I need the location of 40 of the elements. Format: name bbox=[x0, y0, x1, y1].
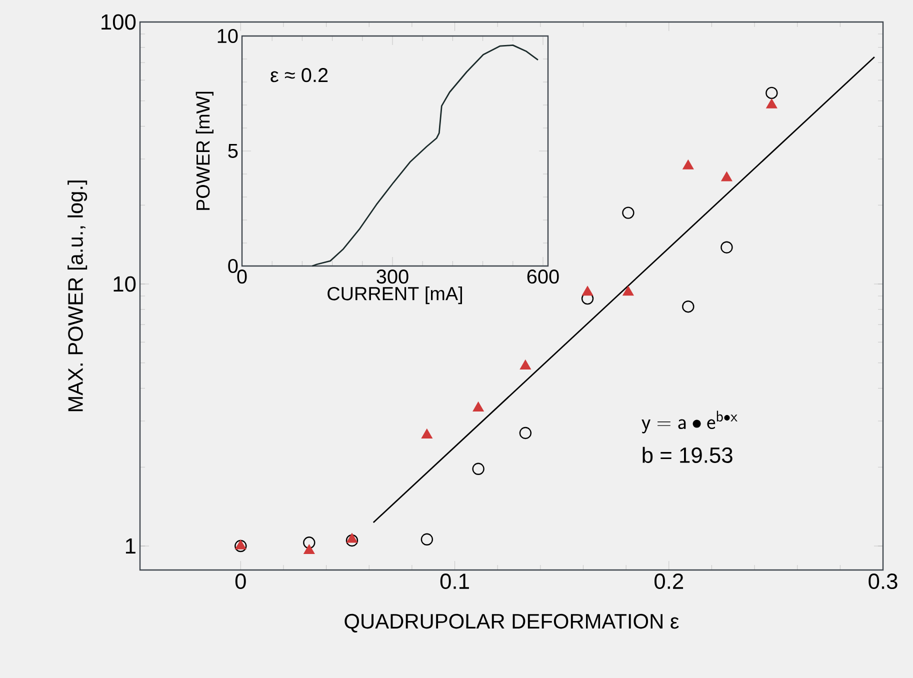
x-tick-label: 300 bbox=[376, 270, 408, 284]
point bbox=[582, 286, 593, 296]
annotation: ε ≈ 0.2 bbox=[270, 68, 328, 82]
point bbox=[235, 540, 246, 550]
y-tick-label: 10 bbox=[218, 28, 238, 44]
point bbox=[721, 172, 732, 182]
y-tick-label: 1 bbox=[126, 538, 136, 554]
x-tick-label: 600 bbox=[527, 270, 559, 284]
point bbox=[346, 533, 358, 543]
x-tick-label: 0.3 bbox=[868, 574, 898, 590]
y-tick-label: 0 bbox=[228, 258, 238, 274]
point bbox=[520, 360, 531, 370]
y-axis-title: MAX. POWER [a.u., log.] bbox=[68, 180, 88, 412]
point bbox=[422, 429, 432, 438]
point bbox=[622, 286, 634, 296]
point bbox=[472, 402, 484, 412]
point bbox=[519, 426, 532, 440]
y-axis-title: POWER [mW] bbox=[196, 92, 214, 210]
point bbox=[420, 533, 434, 546]
x-tick-label: 0.1 bbox=[440, 574, 469, 590]
point bbox=[766, 98, 778, 108]
point bbox=[234, 540, 247, 552]
y-tick-label: 5 bbox=[228, 144, 238, 158]
point bbox=[766, 86, 778, 100]
annotation: $\mathsf{y = a \bullet e^{b \bullet x}}$ bbox=[642, 410, 738, 434]
point bbox=[304, 544, 315, 554]
point bbox=[303, 536, 316, 549]
point bbox=[682, 160, 694, 170]
point bbox=[346, 534, 358, 547]
point bbox=[720, 241, 733, 254]
x-tick-label: 0.2 bbox=[654, 574, 684, 590]
y-tick-label: 100 bbox=[102, 14, 136, 30]
point bbox=[472, 462, 484, 475]
x-axis-title: CURRENT [mA] bbox=[328, 286, 462, 304]
x-axis-title: QUADRUPOLAR DEFORMATION ε bbox=[344, 614, 679, 632]
point bbox=[682, 300, 694, 313]
x-tick-label: 0 bbox=[237, 270, 247, 284]
annotation: b = 19.53 bbox=[642, 446, 732, 463]
point bbox=[622, 206, 634, 219]
y-tick-label: 10 bbox=[114, 276, 136, 292]
